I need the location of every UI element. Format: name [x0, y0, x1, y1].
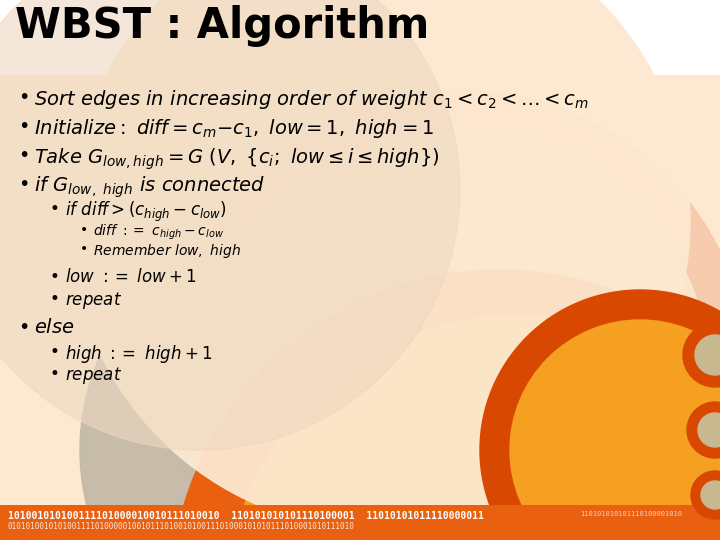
Circle shape [683, 323, 720, 387]
Text: 101001010100111101000010010111010010  110101010101110100001  1101010101111000001: 101001010100111101000010010111010010 110… [8, 511, 484, 521]
Circle shape [691, 471, 720, 519]
Circle shape [0, 0, 460, 450]
Text: $\it{diff\ :=\ c_{high} - c_{low}}$: $\it{diff\ :=\ c_{high} - c_{low}}$ [93, 223, 224, 242]
Circle shape [687, 402, 720, 458]
Text: •: • [18, 318, 30, 337]
Text: 010101001010100111101000001001011101001010011101000101010111010001010111010: 0101010010101001111010000010010111010010… [8, 522, 355, 531]
Text: •: • [18, 175, 30, 194]
Circle shape [695, 335, 720, 375]
Text: •: • [50, 200, 60, 218]
Text: $\it{low\ :=\ low + 1}$: $\it{low\ :=\ low + 1}$ [65, 268, 197, 286]
Circle shape [698, 413, 720, 447]
Text: $\it{repeat}$: $\it{repeat}$ [65, 365, 122, 386]
Text: •: • [18, 88, 30, 107]
Circle shape [170, 270, 720, 540]
Text: 110101010101110100001010: 110101010101110100001010 [580, 511, 682, 517]
Text: •: • [50, 365, 60, 383]
Text: $\it{repeat}$: $\it{repeat}$ [65, 290, 122, 311]
Text: •: • [50, 268, 60, 286]
Circle shape [210, 130, 710, 540]
Text: •: • [80, 223, 89, 237]
Text: $\it{Sort\ edges\ in\ increasing\ order\ of\ weight\ c_1 < c_2 < \ldots < c_m}$: $\it{Sort\ edges\ in\ increasing\ order\… [34, 88, 589, 111]
Circle shape [480, 290, 720, 540]
Circle shape [70, 0, 690, 530]
Text: •: • [80, 242, 89, 256]
Text: •: • [50, 343, 60, 361]
Text: $\it{if\ diff > (c_{high} - c_{low})}$: $\it{if\ diff > (c_{high} - c_{low})}$ [65, 200, 227, 224]
Circle shape [225, 315, 720, 540]
Circle shape [701, 481, 720, 509]
Text: WBST : Algorithm: WBST : Algorithm [15, 5, 429, 47]
Text: $\it{Remember\ low,\ high}$: $\it{Remember\ low,\ high}$ [93, 242, 241, 260]
Bar [0, 0, 720, 75]
Text: $\it{Take\ G_{low,high} = G\ (V,\ \{c_i;\ low \leq i \leq high\})}$: $\it{Take\ G_{low,high} = G\ (V,\ \{c_i;… [34, 146, 439, 172]
Circle shape [510, 320, 720, 540]
Text: $\it{Initialize:\ diff = c_m\mathrm{-}c_1,\ low = 1,\ high = 1}$: $\it{Initialize:\ diff = c_m\mathrm{-}c_… [34, 117, 434, 140]
Text: •: • [18, 146, 30, 165]
Text: $\it{else}$: $\it{else}$ [34, 318, 75, 337]
Text: •: • [50, 290, 60, 308]
Text: $\it{high\ :=\ high + 1}$: $\it{high\ :=\ high + 1}$ [65, 343, 212, 365]
Text: $\it{if\ G_{low,\ high}\ is\ connected}$: $\it{if\ G_{low,\ high}\ is\ connected}$ [34, 175, 265, 200]
Text: •: • [18, 117, 30, 136]
Bar [0, 505, 720, 540]
Circle shape [170, 90, 720, 540]
Circle shape [80, 220, 540, 540]
